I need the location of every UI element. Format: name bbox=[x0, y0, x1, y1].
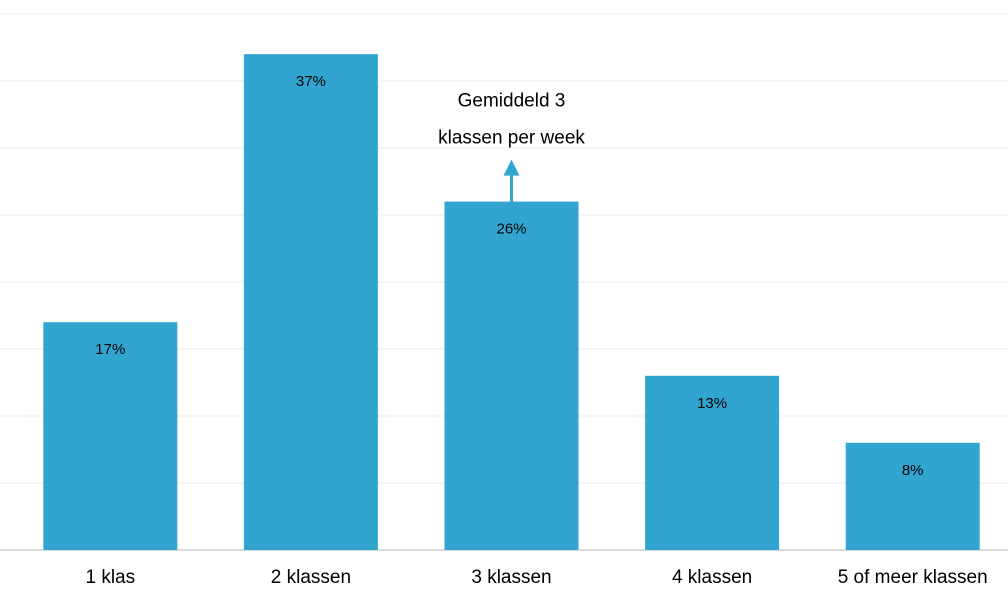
annotation: Gemiddeld 3 bbox=[458, 91, 566, 112]
bar bbox=[43, 322, 178, 550]
value-label: 8% bbox=[902, 462, 924, 479]
bar bbox=[444, 201, 579, 550]
x-tick-label: 3 klassen bbox=[471, 567, 551, 588]
value-label: 17% bbox=[95, 341, 125, 358]
bar bbox=[645, 375, 780, 550]
value-label: 13% bbox=[697, 395, 727, 412]
bar bbox=[845, 442, 980, 550]
x-tick-label: 5 of meer klassen bbox=[838, 567, 988, 588]
value-label: 26% bbox=[496, 221, 526, 238]
x-tick-label: 2 klassen bbox=[271, 567, 351, 588]
annotation-arrowhead bbox=[503, 159, 520, 176]
bar bbox=[243, 54, 378, 550]
x-tick-label: 4 klassen bbox=[672, 567, 752, 588]
annotation: klassen per week bbox=[438, 128, 585, 149]
value-label: 37% bbox=[296, 73, 326, 90]
x-tick-label: 1 klas bbox=[85, 567, 135, 588]
